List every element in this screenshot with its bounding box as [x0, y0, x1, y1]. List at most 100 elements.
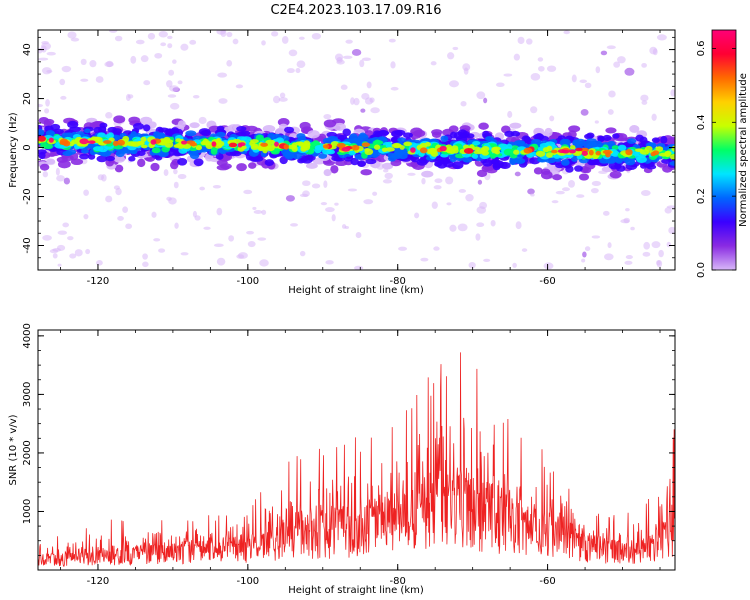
heatmap-cell [579, 79, 588, 84]
heatmap-cell [640, 94, 649, 102]
heatmap-cell [130, 55, 137, 64]
heatmap-cell [147, 32, 156, 40]
heatmap-cell [287, 144, 297, 150]
heatmap-cell [388, 38, 396, 43]
heatmap-cell [128, 156, 136, 162]
heatmap-cell [342, 128, 351, 137]
heatmap-cell [281, 35, 289, 44]
heatmap-cell [52, 253, 58, 259]
heatmap-cell [311, 183, 321, 189]
heatmap-cell [433, 185, 442, 190]
y-tick-label: -40 [22, 237, 33, 253]
heatmap-cell [250, 145, 260, 150]
heatmap-cell [440, 135, 449, 142]
heatmap-cell [307, 130, 320, 139]
heatmap-cell [226, 59, 233, 67]
heatmap-cell [431, 201, 438, 209]
heatmap-cell [604, 253, 614, 261]
heatmap-cell [451, 161, 464, 170]
heatmap-cell [351, 144, 360, 151]
heatmap-cell [290, 223, 299, 227]
heatmap-cell [445, 176, 454, 185]
heatmap-cell [666, 241, 671, 248]
heatmap-cell [545, 152, 553, 158]
heatmap-cell [525, 38, 533, 45]
heatmap-cell [586, 132, 595, 139]
heatmap-cell [261, 40, 266, 46]
heatmap-cell [38, 135, 46, 142]
heatmap-cell [198, 128, 211, 135]
heatmap-cell [540, 170, 553, 180]
heatmap-cell [63, 177, 70, 185]
heatmap-cell [203, 226, 211, 230]
heatmap-cell [62, 222, 70, 228]
heatmap-cell [509, 122, 522, 129]
heatmap-ticks: -120 -100 -80 -60 -40 -20 0 20 40 [22, 30, 675, 287]
heatmap-cell [320, 202, 328, 206]
heatmap-cell [657, 34, 667, 41]
y-tick-label: 3000 [22, 382, 33, 407]
heatmap-cell [651, 137, 660, 143]
heatmap-cell [336, 59, 345, 65]
heatmap-cell [44, 108, 50, 114]
heatmap-cell [384, 172, 393, 179]
heatmap-cell [515, 221, 522, 230]
heatmap-cell [246, 230, 255, 235]
heatmap-cell [605, 127, 617, 134]
heatmap-cell [613, 61, 621, 68]
heatmap-cell [143, 124, 151, 132]
heatmap-cell [57, 263, 62, 267]
heatmap-cell [584, 82, 592, 89]
heatmap-cell [504, 130, 515, 138]
heatmap-cell [627, 138, 637, 144]
heatmap-cell [549, 115, 555, 122]
heatmap-cell [166, 80, 173, 88]
heatmap-cell [581, 150, 588, 156]
heatmap-cell [468, 261, 476, 269]
heatmap-cell [580, 109, 589, 116]
heatmap-cell [485, 136, 495, 142]
heatmap-cell [181, 140, 188, 145]
heatmap-cell [664, 150, 672, 156]
heatmap-cell [403, 141, 413, 147]
heatmap-cell [113, 155, 126, 163]
heatmap-cell [135, 39, 145, 45]
heatmap-cell [153, 238, 161, 242]
heatmap-cell [349, 133, 358, 141]
heatmap-cell [271, 31, 279, 37]
heatmap-cell [89, 121, 102, 129]
heatmap-cell [413, 129, 426, 138]
heatmap-cell [426, 148, 433, 155]
heatmap-cell [169, 102, 180, 110]
heatmap-cell [557, 149, 566, 154]
heatmap-cell [607, 242, 612, 249]
heatmap-cell [252, 206, 257, 211]
heatmap-cell [517, 36, 525, 45]
heatmap-cell [264, 159, 275, 166]
colorbar: 0.0 0.2 0.4 0.6 Normalized spectral amplitu… [696, 29, 749, 278]
heatmap-cell [561, 187, 570, 192]
y-tick-label: -20 [22, 188, 33, 204]
heatmap-cell [253, 210, 263, 214]
heatmap-cell [56, 175, 65, 182]
heatmap-cell [611, 145, 620, 150]
heatmap-cell [530, 73, 541, 81]
heatmap-ylabel: Frequency (Hz) [8, 112, 19, 188]
heatmap-cell [151, 147, 161, 154]
x-tick-label: -80 [390, 576, 406, 587]
heatmap-cell [114, 35, 123, 42]
heatmap-cell [323, 114, 332, 120]
heatmap-cell [347, 188, 358, 192]
heatmap-cell [325, 260, 334, 265]
heatmap-cell [322, 137, 332, 145]
heatmap-cell [434, 178, 443, 184]
heatmap-cell [419, 147, 428, 154]
heatmap-cell [302, 180, 311, 187]
heatmap-cell [247, 240, 256, 248]
heatmap-cell [385, 147, 395, 152]
y-tick-label: 0 [22, 144, 33, 150]
y-tick-label: 1000 [22, 499, 33, 524]
heatmap-cell [61, 65, 72, 73]
heatmap-cell [326, 149, 335, 155]
heatmap-cell [537, 135, 549, 142]
